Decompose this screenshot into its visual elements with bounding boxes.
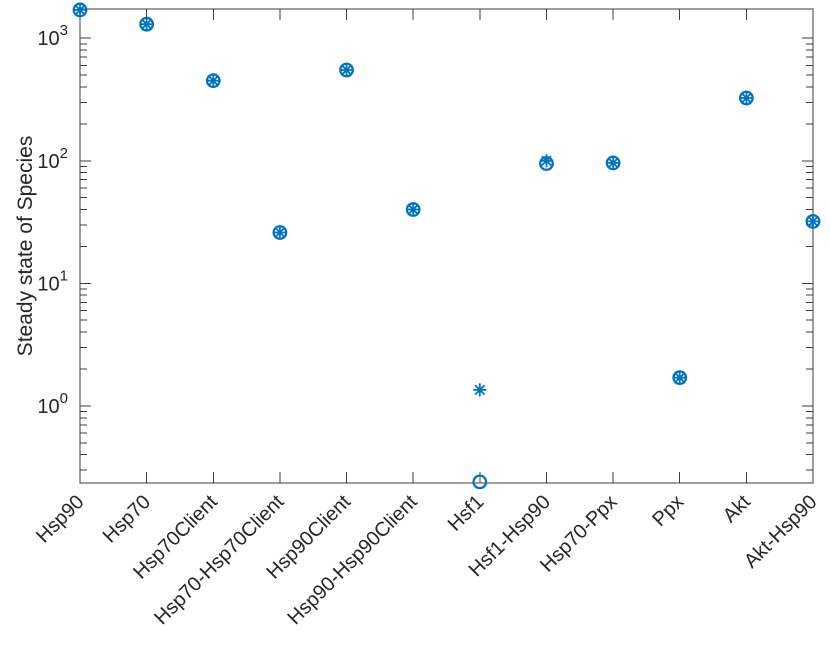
x-tick-label: Hsp70 — [99, 491, 155, 547]
x-tick-label: Hsp70-Hsp70Client — [150, 491, 288, 629]
data-marker-asterisk — [606, 156, 620, 170]
x-tick-label: Hsp90 — [32, 491, 88, 547]
data-marker-asterisk — [339, 63, 354, 77]
data-marker-asterisk — [539, 154, 554, 168]
x-tick-label: Akt-Hsp90 — [740, 491, 822, 573]
x-tick-label: Hsp90-Hsp90Client — [284, 491, 422, 629]
data-marker-asterisk — [673, 371, 687, 385]
data-marker-circle — [472, 474, 488, 490]
data-marker-asterisk — [473, 383, 487, 397]
data-marker-asterisk — [140, 17, 154, 31]
y-tick-label: 103 — [37, 22, 68, 50]
plot-box — [79, 8, 814, 484]
y-tick-label: 102 — [37, 145, 68, 173]
y-tick-label: 100 — [37, 390, 68, 418]
data-marker-asterisk — [206, 74, 220, 88]
x-tick-label: Akt — [719, 491, 755, 527]
data-marker-asterisk — [806, 214, 820, 228]
data-marker-asterisk — [73, 3, 87, 17]
y-axis-title: Steady state of Species — [14, 136, 37, 357]
data-marker-asterisk — [273, 225, 287, 240]
data-marker-asterisk — [406, 202, 420, 217]
x-tick-label: Ppx — [648, 491, 688, 531]
x-tick-label: Hsf1 — [444, 491, 489, 536]
y-tick-label: 101 — [37, 267, 68, 295]
data-marker-asterisk — [739, 91, 753, 105]
